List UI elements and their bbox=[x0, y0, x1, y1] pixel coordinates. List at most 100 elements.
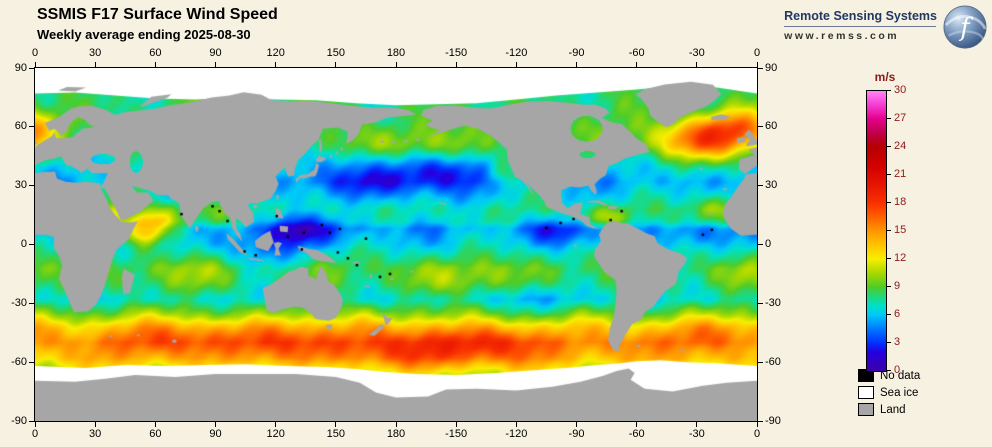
lon-tick-label: 180 bbox=[386, 47, 406, 59]
colorbar-tick-label: 18 bbox=[894, 195, 907, 208]
brand-text-block: Remote Sensing Systems www.remss.com bbox=[784, 4, 937, 42]
colorbar-tick bbox=[887, 89, 891, 91]
lat-tick-label: 60 bbox=[14, 120, 27, 133]
colorbar-tick-label: 27 bbox=[894, 111, 907, 124]
lat-tick bbox=[758, 302, 763, 304]
lon-tick bbox=[515, 422, 517, 427]
colorbar-tick bbox=[887, 145, 891, 147]
lon-tick-label: -30 bbox=[688, 428, 705, 440]
colorbar-tick-label: 24 bbox=[894, 139, 907, 152]
lat-tick-label: -60 bbox=[765, 355, 781, 368]
world-wind-map[interactable] bbox=[35, 68, 757, 421]
lon-tick-label: 120 bbox=[266, 428, 285, 440]
lat-tick-label: 90 bbox=[765, 61, 778, 74]
lon-tick-label: 60 bbox=[149, 47, 162, 59]
lon-tick bbox=[94, 422, 96, 427]
legend-swatch bbox=[858, 386, 874, 399]
colorbar-tick-label: 6 bbox=[894, 307, 901, 320]
branding: Remote Sensing Systems www.remss.com f bbox=[784, 4, 988, 55]
lat-tick-label: 0 bbox=[20, 238, 27, 250]
legend-swatch bbox=[858, 403, 874, 416]
brand-divider bbox=[784, 26, 937, 27]
lon-tick-label: -30 bbox=[688, 47, 705, 59]
lat-tick-label: 30 bbox=[14, 179, 27, 192]
lon-tick-label: 90 bbox=[209, 47, 222, 59]
lon-tick bbox=[756, 422, 758, 427]
colorbar-tick bbox=[887, 229, 891, 231]
lon-tick-label: -60 bbox=[628, 428, 645, 440]
lon-tick-label: 0 bbox=[31, 47, 39, 59]
lon-tick bbox=[395, 422, 397, 427]
lon-tick-label: 0 bbox=[31, 428, 39, 440]
lon-tick bbox=[154, 422, 156, 427]
lat-tick-label: 0 bbox=[765, 238, 772, 250]
lat-tick bbox=[758, 361, 763, 363]
lon-tick-label: 30 bbox=[89, 47, 102, 59]
colorbar bbox=[866, 90, 887, 372]
colorbar-tick bbox=[887, 117, 891, 119]
lat-tick-label: 60 bbox=[765, 120, 778, 133]
colorbar-tick bbox=[887, 201, 891, 203]
colorbar-tick bbox=[887, 285, 891, 287]
lat-tick-label: -30 bbox=[11, 296, 27, 309]
globe-logo-icon[interactable]: f bbox=[942, 4, 988, 55]
colorbar-tick-label: 21 bbox=[894, 167, 907, 180]
brand-url-link[interactable]: www.remss.com bbox=[784, 30, 900, 42]
lon-tick-label: 60 bbox=[149, 428, 162, 440]
lon-tick-label: -150 bbox=[445, 47, 468, 59]
lon-tick-label: -90 bbox=[568, 47, 585, 59]
lat-tick-label: -90 bbox=[11, 414, 27, 427]
lon-tick bbox=[215, 422, 216, 427]
lon-tick-label: 150 bbox=[326, 428, 345, 440]
lon-tick bbox=[335, 422, 337, 427]
lon-tick-label: 30 bbox=[89, 428, 102, 440]
lon-tick-label: 0 bbox=[753, 428, 761, 440]
legend-item: Sea ice bbox=[858, 386, 918, 399]
colorbar-tick bbox=[887, 173, 891, 175]
lon-tick-label: 180 bbox=[386, 428, 406, 440]
colorbar-tick bbox=[887, 341, 891, 343]
colorbar-tick-label: 9 bbox=[894, 279, 901, 292]
page-title: SSMIS F17 Surface Wind Speed bbox=[37, 6, 278, 23]
lon-tick-label: 0 bbox=[753, 47, 761, 59]
colorbar-tick bbox=[887, 257, 891, 259]
lat-tick-label: -60 bbox=[11, 355, 27, 368]
colorbar-tick-label: 30 bbox=[894, 83, 907, 96]
lat-tick-label: 90 bbox=[14, 61, 27, 74]
lat-tick bbox=[758, 126, 763, 128]
legend-label: Land bbox=[880, 403, 906, 416]
colorbar-tick-label: 3 bbox=[894, 335, 901, 348]
lat-tick bbox=[758, 244, 763, 245]
lon-tick-label: -150 bbox=[445, 428, 468, 440]
lat-tick-label: -30 bbox=[765, 296, 781, 309]
lon-tick-label: -60 bbox=[628, 47, 645, 59]
brand-name: Remote Sensing Systems bbox=[784, 9, 937, 23]
lon-tick-label: -120 bbox=[505, 428, 528, 440]
lon-tick-label: 150 bbox=[326, 47, 345, 59]
lon-tick bbox=[576, 422, 577, 427]
lon-tick-label: -90 bbox=[568, 428, 585, 440]
colorbar-tick bbox=[887, 313, 891, 315]
page-subtitle: Weekly average ending 2025-08-30 bbox=[37, 27, 251, 42]
lon-tick bbox=[34, 422, 36, 427]
colorbar-units: m/s bbox=[874, 70, 896, 84]
colorbar-tick-label: 15 bbox=[894, 223, 907, 236]
lat-tick bbox=[758, 67, 763, 69]
lat-tick-label: 30 bbox=[765, 179, 778, 192]
lat-tick bbox=[758, 420, 763, 422]
lon-tick bbox=[636, 422, 638, 427]
lon-tick-label: -120 bbox=[505, 47, 528, 59]
lon-tick bbox=[275, 422, 277, 427]
legend-item: Land bbox=[858, 403, 906, 416]
lon-tick bbox=[455, 422, 457, 427]
colorbar-tick-label: 0 bbox=[894, 363, 901, 376]
lat-tick-label: -90 bbox=[765, 414, 781, 427]
colorbar-tick-label: 12 bbox=[894, 251, 907, 264]
lon-tick-label: 120 bbox=[266, 47, 285, 59]
lon-tick-label: 90 bbox=[209, 428, 222, 440]
legend-label: Sea ice bbox=[880, 386, 919, 399]
colorbar-tick bbox=[887, 369, 891, 371]
lat-tick bbox=[758, 185, 763, 187]
lon-tick bbox=[696, 422, 698, 427]
